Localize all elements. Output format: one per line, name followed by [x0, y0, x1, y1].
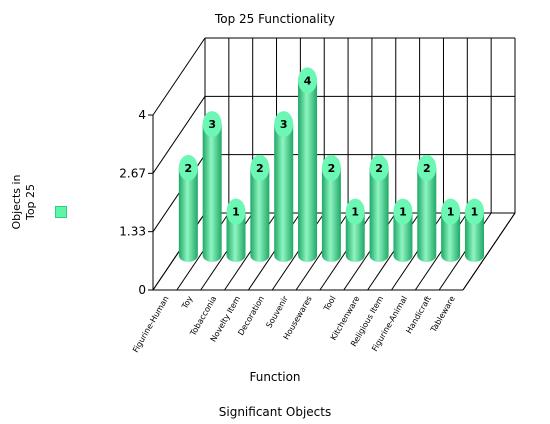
bar-top	[369, 154, 389, 181]
grid-line	[462, 212, 516, 291]
data-label: 1	[471, 206, 479, 219]
chart-bars: 2 3 1 2 3 4 2 1 2 1 2 1 1	[178, 67, 484, 262]
grid-line	[152, 37, 206, 116]
data-label: 2	[328, 162, 336, 175]
legend-swatch	[55, 206, 67, 218]
x-tick-label: Toy	[180, 294, 195, 311]
grid-line	[152, 96, 206, 174]
bar-body	[393, 211, 413, 262]
data-label: 1	[351, 206, 359, 219]
bar-top	[226, 198, 246, 225]
bar: 2	[250, 154, 270, 262]
bar-body	[202, 124, 222, 262]
bar-body	[321, 167, 341, 262]
bar-body	[345, 211, 365, 262]
data-label: 2	[184, 162, 192, 175]
bar: 1	[441, 198, 461, 262]
bar-body	[298, 80, 318, 262]
bar: 1	[226, 198, 246, 262]
data-label: 2	[256, 162, 264, 175]
bar-top	[321, 154, 341, 181]
bar-top	[250, 154, 270, 181]
bar-top	[345, 198, 365, 225]
data-label: 1	[232, 206, 240, 219]
bar: 2	[321, 154, 341, 262]
bar: 2	[417, 154, 437, 262]
data-label: 3	[208, 118, 216, 131]
bar: 2	[369, 154, 389, 262]
bar-top	[417, 154, 437, 181]
chart-footer: Significant Objects	[218, 405, 332, 419]
x-axis-label: Function	[249, 370, 301, 384]
x-tick-label: Tool	[322, 295, 338, 314]
bar-top	[274, 111, 294, 138]
bar: 1	[393, 198, 413, 262]
bar-body	[178, 167, 198, 262]
bar: 3	[274, 111, 294, 262]
data-label: 2	[423, 162, 431, 175]
y-tick-labels: 0 1.33 2.67 4	[119, 108, 153, 297]
x-tick-label: Souvenir	[264, 294, 290, 330]
y-tick-label: 0	[138, 283, 146, 297]
y-tick-label: 2.67	[119, 166, 146, 180]
bar-top	[393, 198, 413, 225]
y-axis-label: Objects in Top 25	[10, 174, 37, 230]
bar-top	[441, 198, 461, 225]
bar: 1	[345, 198, 365, 262]
bar-body	[369, 167, 389, 262]
bar: 1	[464, 198, 484, 262]
data-label: 3	[280, 118, 288, 131]
data-label: 2	[375, 162, 383, 175]
bar-body	[274, 124, 294, 262]
bar-body	[464, 211, 484, 262]
bar-top	[178, 154, 198, 181]
bar: 4	[298, 67, 318, 262]
bar-top	[298, 67, 318, 94]
bar: 2	[178, 154, 198, 262]
bar-top	[464, 198, 484, 225]
x-tick-label: Figurine-Human	[131, 295, 171, 355]
bar-body	[250, 167, 270, 262]
data-label: 1	[399, 206, 407, 219]
bar-top	[202, 111, 222, 138]
bar-body	[417, 167, 437, 262]
bar: 3	[202, 111, 222, 262]
y-tick-label: 1.33	[119, 225, 146, 239]
data-label: 1	[447, 206, 455, 219]
data-label: 4	[304, 74, 312, 87]
bar-body	[441, 211, 461, 262]
bar-body	[226, 211, 246, 262]
y-tick-label: 4	[138, 108, 146, 122]
x-tick-label: Tableware	[428, 294, 456, 334]
chart-title: Top 25 Functionality	[214, 12, 336, 26]
